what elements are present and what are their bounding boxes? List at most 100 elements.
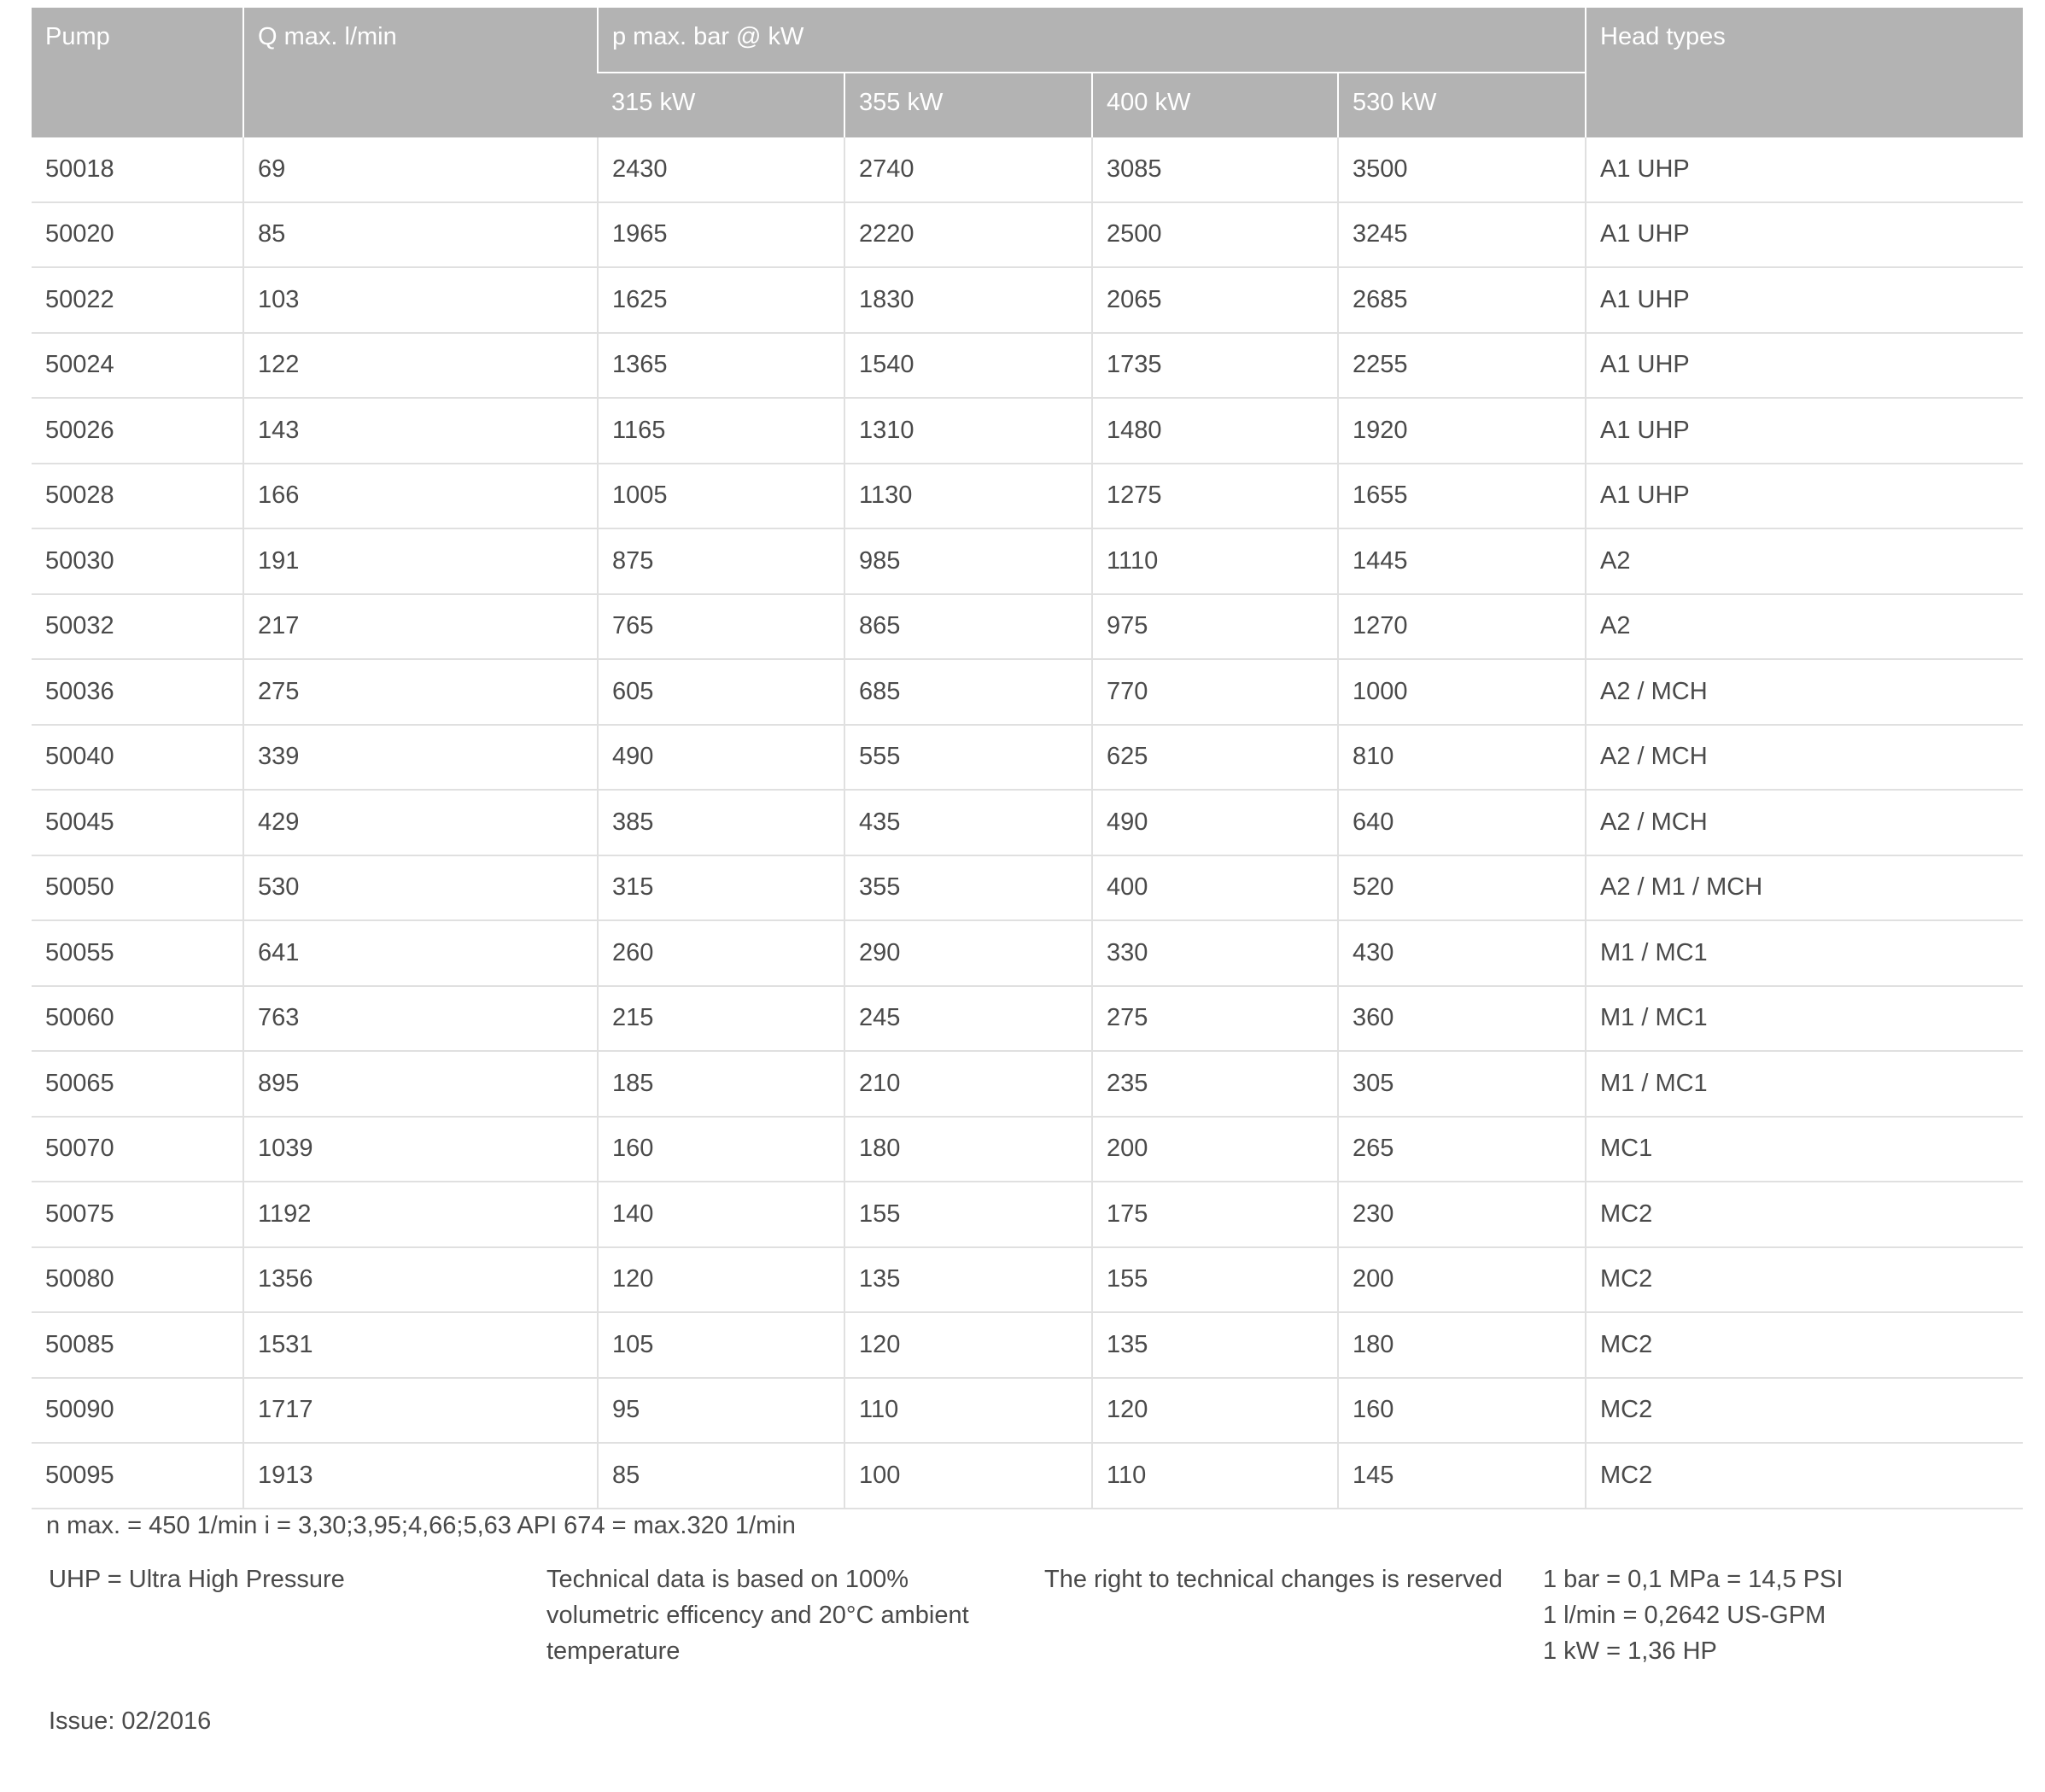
cell-p-355kw: 110 xyxy=(844,1377,1092,1444)
table-row: 50040 339 490 555 625 810 A2 / MCH xyxy=(32,724,2023,791)
cell-head-types: A2 / MCH xyxy=(1585,659,2023,726)
table-row: 50045 429 385 435 490 640 A2 / MCH xyxy=(32,790,2023,856)
table-row: 50065 895 185 210 235 305 M1 / MC1 xyxy=(32,1051,2023,1118)
cell-qmax: 217 xyxy=(242,593,598,660)
cell-pump: 50060 xyxy=(32,985,243,1052)
cell-head-types: A2 xyxy=(1585,593,2023,660)
table-row: 50095 1913 85 100 110 145 MC2 xyxy=(32,1443,2023,1509)
cell-p-355kw: 120 xyxy=(844,1312,1092,1379)
cell-qmax: 1531 xyxy=(242,1312,598,1379)
table-row: 50020 85 1965 2220 2500 3245 A1 UHP xyxy=(32,201,2023,268)
table-row: 50070 1039 160 180 200 265 MC1 xyxy=(32,1116,2023,1182)
cell-head-types: MC2 xyxy=(1585,1182,2023,1248)
cell-p-530kw: 265 xyxy=(1337,1116,1586,1182)
cell-qmax: 166 xyxy=(242,463,598,529)
cell-head-types: M1 / MC1 xyxy=(1585,1051,2023,1118)
cell-p-355kw: 290 xyxy=(844,920,1092,987)
cell-p-400kw: 770 xyxy=(1091,659,1338,726)
cell-p-355kw: 865 xyxy=(844,593,1092,660)
cell-p-400kw: 200 xyxy=(1091,1116,1338,1182)
cell-p-530kw: 1920 xyxy=(1337,398,1586,464)
header-315kw: 315 kW xyxy=(598,72,844,137)
table-row: 50028 166 1005 1130 1275 1655 A1 UHP xyxy=(32,463,2023,529)
cell-p-400kw: 1275 xyxy=(1091,463,1338,529)
table-row: 50030 191 875 985 1110 1445 A2 xyxy=(32,528,2023,595)
cell-p-355kw: 100 xyxy=(844,1443,1092,1509)
cell-p-530kw: 1655 xyxy=(1337,463,1586,529)
cell-p-355kw: 2220 xyxy=(844,201,1092,268)
conversion-line: 1 bar = 0,1 MPa = 14,5 PSI xyxy=(1543,1566,1843,1593)
cell-qmax: 122 xyxy=(242,332,598,399)
cell-qmax: 69 xyxy=(242,137,598,203)
cell-head-types: M1 / MC1 xyxy=(1585,920,2023,987)
conversion-line: 1 l/min = 0,2642 US-GPM xyxy=(1543,1602,1826,1629)
cell-head-types: A2 / M1 / MCH xyxy=(1585,855,2023,921)
cell-p-315kw: 1005 xyxy=(597,463,844,529)
cell-qmax: 1192 xyxy=(242,1182,598,1248)
footer-issue: Issue: 02/2016 xyxy=(49,1707,212,1735)
header-pump: Pump xyxy=(32,8,243,137)
cell-head-types: MC2 xyxy=(1585,1246,2023,1313)
cell-p-400kw: 1110 xyxy=(1091,528,1338,595)
table-row: 50075 1192 140 155 175 230 MC2 xyxy=(32,1182,2023,1248)
table-row: 50024 122 1365 1540 1735 2255 A1 UHP xyxy=(32,332,2023,399)
cell-p-530kw: 180 xyxy=(1337,1312,1586,1379)
cell-p-355kw: 155 xyxy=(844,1182,1092,1248)
header-qmax: Q max. l/min xyxy=(242,8,598,137)
cell-pump: 50050 xyxy=(32,855,243,921)
cell-qmax: 763 xyxy=(242,985,598,1052)
cell-head-types: MC2 xyxy=(1585,1312,2023,1379)
cell-p-355kw: 685 xyxy=(844,659,1092,726)
table-row: 50050 530 315 355 400 520 A2 / M1 / MCH xyxy=(32,855,2023,921)
cell-p-400kw: 2065 xyxy=(1091,267,1338,334)
cell-head-types: A1 UHP xyxy=(1585,332,2023,399)
cell-p-355kw: 1130 xyxy=(844,463,1092,529)
cell-head-types: M1 / MC1 xyxy=(1585,985,2023,1052)
cell-p-355kw: 245 xyxy=(844,985,1092,1052)
header-pmax: p max. bar @ kW xyxy=(597,8,1586,73)
cell-p-530kw: 3245 xyxy=(1337,201,1586,268)
cell-p-355kw: 2740 xyxy=(844,137,1092,203)
cell-pump: 50018 xyxy=(32,137,243,203)
cell-qmax: 1039 xyxy=(242,1116,598,1182)
pump-spec-table: Pump Q max. l/min p max. bar @ kW Head t… xyxy=(32,8,2023,1509)
cell-qmax: 1913 xyxy=(242,1443,598,1509)
cell-p-315kw: 875 xyxy=(597,528,844,595)
cell-pump: 50020 xyxy=(32,201,243,268)
cell-qmax: 530 xyxy=(242,855,598,921)
cell-pump: 50032 xyxy=(32,593,243,660)
cell-p-315kw: 1625 xyxy=(597,267,844,334)
cell-p-315kw: 765 xyxy=(597,593,844,660)
cell-pump: 50080 xyxy=(32,1246,243,1313)
table-row: 50085 1531 105 120 135 180 MC2 xyxy=(32,1312,2023,1379)
cell-qmax: 641 xyxy=(242,920,598,987)
technical-line: Technical data is based on 100% xyxy=(546,1566,909,1593)
cell-p-530kw: 1270 xyxy=(1337,593,1586,660)
conversion-line: 1 kW = 1,36 HP xyxy=(1543,1637,1717,1665)
table-row: 50090 1717 95 110 120 160 MC2 xyxy=(32,1377,2023,1444)
cell-pump: 50090 xyxy=(32,1377,243,1444)
cell-qmax: 85 xyxy=(242,201,598,268)
cell-p-355kw: 1540 xyxy=(844,332,1092,399)
cell-pump: 50026 xyxy=(32,398,243,464)
cell-p-400kw: 975 xyxy=(1091,593,1338,660)
cell-p-530kw: 1445 xyxy=(1337,528,1586,595)
cell-pump: 50045 xyxy=(32,790,243,856)
cell-p-400kw: 235 xyxy=(1091,1051,1338,1118)
cell-pump: 50024 xyxy=(32,332,243,399)
table-row: 50080 1356 120 135 155 200 MC2 xyxy=(32,1246,2023,1313)
cell-pump: 50070 xyxy=(32,1116,243,1182)
cell-p-530kw: 3500 xyxy=(1337,137,1586,203)
cell-pump: 50075 xyxy=(32,1182,243,1248)
cell-head-types: A1 UHP xyxy=(1585,201,2023,268)
header-head-types: Head types xyxy=(1585,8,2023,137)
cell-p-315kw: 95 xyxy=(597,1377,844,1444)
cell-p-315kw: 105 xyxy=(597,1312,844,1379)
cell-pump: 50065 xyxy=(32,1051,243,1118)
cell-p-400kw: 330 xyxy=(1091,920,1338,987)
cell-head-types: A1 UHP xyxy=(1585,398,2023,464)
table-body: 50018 69 2430 2740 3085 3500 A1 UHP 50020 85 1965… xyxy=(32,137,2023,1509)
cell-p-400kw: 2500 xyxy=(1091,201,1338,268)
cell-pump: 50028 xyxy=(32,463,243,529)
cell-qmax: 1356 xyxy=(242,1246,598,1313)
